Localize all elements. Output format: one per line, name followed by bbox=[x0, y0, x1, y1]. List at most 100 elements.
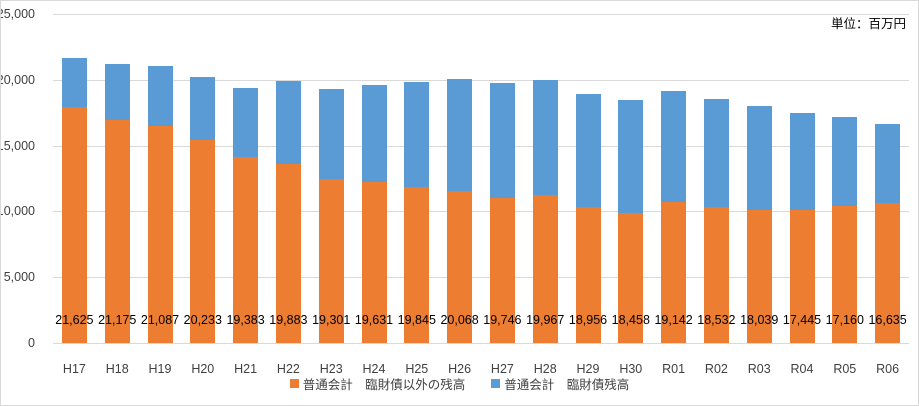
bar-total-label: 18,956 bbox=[568, 313, 608, 327]
y-axis-tick-label: 0 bbox=[28, 336, 35, 350]
bar-column[interactable]: 17,445 bbox=[783, 113, 821, 343]
bar-segment-other[interactable] bbox=[618, 212, 644, 343]
x-axis-tick-label: H19 bbox=[148, 362, 172, 376]
bar-column[interactable]: 21,087 bbox=[141, 65, 179, 343]
bar-column[interactable]: 18,956 bbox=[569, 93, 607, 343]
bar-segment-rinzaisai[interactable] bbox=[789, 113, 815, 211]
x-axis-tick-label: R04 bbox=[790, 362, 814, 376]
bar-column[interactable]: 19,383 bbox=[226, 87, 265, 343]
bar-segment-rinzaisai[interactable] bbox=[361, 84, 387, 182]
bar-total-label: 19,631 bbox=[354, 313, 394, 327]
bar-column[interactable]: 19,631 bbox=[355, 84, 393, 343]
bar-total-label: 21,087 bbox=[140, 313, 180, 327]
bar-segment-rinzaisai[interactable] bbox=[447, 78, 473, 192]
bar-segment-rinzaisai[interactable] bbox=[233, 87, 259, 158]
bar-segment-rinzaisai[interactable] bbox=[104, 64, 130, 120]
bar-segment-rinzaisai[interactable] bbox=[61, 58, 87, 108]
x-axis-tick-label: H29 bbox=[576, 362, 600, 376]
bar-segment-other[interactable] bbox=[703, 206, 729, 343]
bar-total-label: 19,746 bbox=[483, 313, 522, 327]
bar-column[interactable]: 18,458 bbox=[612, 100, 650, 343]
plot-area: 0 5,000 10,000 15,000 20,000 25,000 21,625 21,… bbox=[1, 7, 909, 376]
bar-column[interactable]: 19,883 bbox=[269, 81, 308, 343]
bar-segment-rinzaisai[interactable] bbox=[832, 117, 858, 207]
gridline bbox=[53, 14, 909, 15]
bar-segment-other[interactable] bbox=[789, 210, 815, 343]
bar-segment-rinzaisai[interactable] bbox=[190, 76, 216, 141]
bar-column[interactable]: 19,142 bbox=[654, 91, 693, 343]
bar-segment-rinzaisai[interactable] bbox=[875, 124, 901, 203]
bar-total-label: 19,383 bbox=[226, 313, 265, 327]
x-axis-tick-label: R03 bbox=[747, 362, 771, 376]
bar-segment-rinzaisai[interactable] bbox=[147, 65, 173, 126]
y-axis-tick-label: 10,000 bbox=[0, 204, 35, 219]
x-axis-tick-label: H23 bbox=[319, 362, 343, 376]
bar-segment-other[interactable] bbox=[61, 107, 87, 343]
x-axis-tick-label: H20 bbox=[191, 362, 215, 376]
bar-segment-rinzaisai[interactable] bbox=[661, 91, 687, 203]
x-axis-tick-label: R02 bbox=[704, 362, 728, 376]
bar-total-label: 19,883 bbox=[269, 313, 308, 327]
bar-column[interactable]: 21,625 bbox=[55, 58, 94, 343]
bar-segment-rinzaisai[interactable] bbox=[318, 89, 344, 179]
bar-segment-other[interactable] bbox=[404, 187, 430, 343]
bar-total-label: 18,532 bbox=[697, 313, 736, 327]
bar-segment-other[interactable] bbox=[318, 178, 344, 343]
bar-total-label: 19,301 bbox=[312, 313, 351, 327]
x-axis-tick-label: H28 bbox=[533, 362, 557, 376]
gridline bbox=[53, 277, 909, 279]
bar-column[interactable]: 20,233 bbox=[184, 76, 222, 343]
bar-segment-rinzaisai[interactable] bbox=[489, 83, 515, 199]
x-axis-tick-label: H18 bbox=[105, 362, 129, 376]
bar-total-label: 20,068 bbox=[440, 313, 479, 327]
gridline bbox=[53, 343, 909, 344]
x-axis-tick-label: H22 bbox=[276, 362, 300, 376]
bar-column[interactable]: 19,967 bbox=[526, 80, 564, 343]
bar-column[interactable]: 19,845 bbox=[398, 81, 436, 343]
bar-segment-other[interactable] bbox=[489, 198, 515, 343]
x-axis-tick-label: R05 bbox=[833, 362, 857, 376]
bar-segment-other[interactable] bbox=[447, 191, 473, 343]
x-axis-tick-label: R06 bbox=[876, 362, 900, 376]
bar-total-label: 19,845 bbox=[397, 313, 436, 327]
bar-column[interactable]: 18,039 bbox=[740, 105, 778, 343]
bar-total-label: 20,233 bbox=[183, 313, 222, 327]
unit-annotation: 単位：百万円 bbox=[830, 17, 906, 31]
legend-item[interactable]: 普通会計 臨財債以外の残高 bbox=[289, 374, 465, 393]
bar-segment-other[interactable] bbox=[275, 164, 301, 343]
bar-column[interactable]: 19,301 bbox=[312, 89, 350, 343]
bar-segment-other[interactable] bbox=[532, 194, 558, 343]
bar-segment-other[interactable] bbox=[190, 140, 216, 343]
bar-segment-rinzaisai[interactable] bbox=[275, 81, 301, 165]
x-axis-tick-label: H24 bbox=[362, 362, 386, 376]
bar-segment-other[interactable] bbox=[661, 202, 687, 343]
bar-segment-rinzaisai[interactable] bbox=[575, 93, 601, 208]
y-axis-tick-label: 15,000 bbox=[0, 138, 35, 153]
bar-segment-other[interactable] bbox=[147, 125, 173, 343]
bar-segment-other[interactable] bbox=[233, 157, 259, 343]
bar-segment-other[interactable] bbox=[832, 206, 858, 343]
bar-total-label: 17,445 bbox=[782, 313, 822, 327]
bar-segment-other[interactable] bbox=[875, 202, 901, 343]
bar-column[interactable]: 17,160 bbox=[826, 117, 864, 343]
bar-total-label: 18,458 bbox=[611, 313, 650, 327]
bar-total-label: 16,635 bbox=[868, 313, 907, 327]
bar-column[interactable]: 16,635 bbox=[868, 124, 907, 343]
bar-segment-other[interactable] bbox=[746, 210, 772, 343]
bar-segment-rinzaisai[interactable] bbox=[618, 100, 644, 213]
bar-column[interactable]: 19,746 bbox=[483, 83, 522, 343]
bar-total-label: 19,142 bbox=[654, 313, 693, 327]
bar-segment-other[interactable] bbox=[104, 119, 130, 343]
bar-total-label: 17,160 bbox=[825, 313, 864, 327]
bar-segment-other[interactable] bbox=[361, 181, 387, 343]
legend-item[interactable]: 普通会計 臨財債残高 bbox=[491, 374, 629, 393]
bar-segment-rinzaisai[interactable] bbox=[404, 81, 430, 188]
bar-segment-rinzaisai[interactable] bbox=[746, 105, 772, 211]
x-axis-tick-label: H26 bbox=[448, 362, 472, 376]
bar-segment-rinzaisai[interactable] bbox=[703, 99, 729, 207]
bar-column[interactable]: 20,068 bbox=[440, 78, 479, 343]
bar-segment-other[interactable] bbox=[575, 207, 601, 343]
bar-column[interactable]: 18,532 bbox=[697, 99, 736, 343]
bar-column[interactable]: 21,175 bbox=[98, 64, 136, 343]
bar-segment-rinzaisai[interactable] bbox=[532, 80, 558, 195]
